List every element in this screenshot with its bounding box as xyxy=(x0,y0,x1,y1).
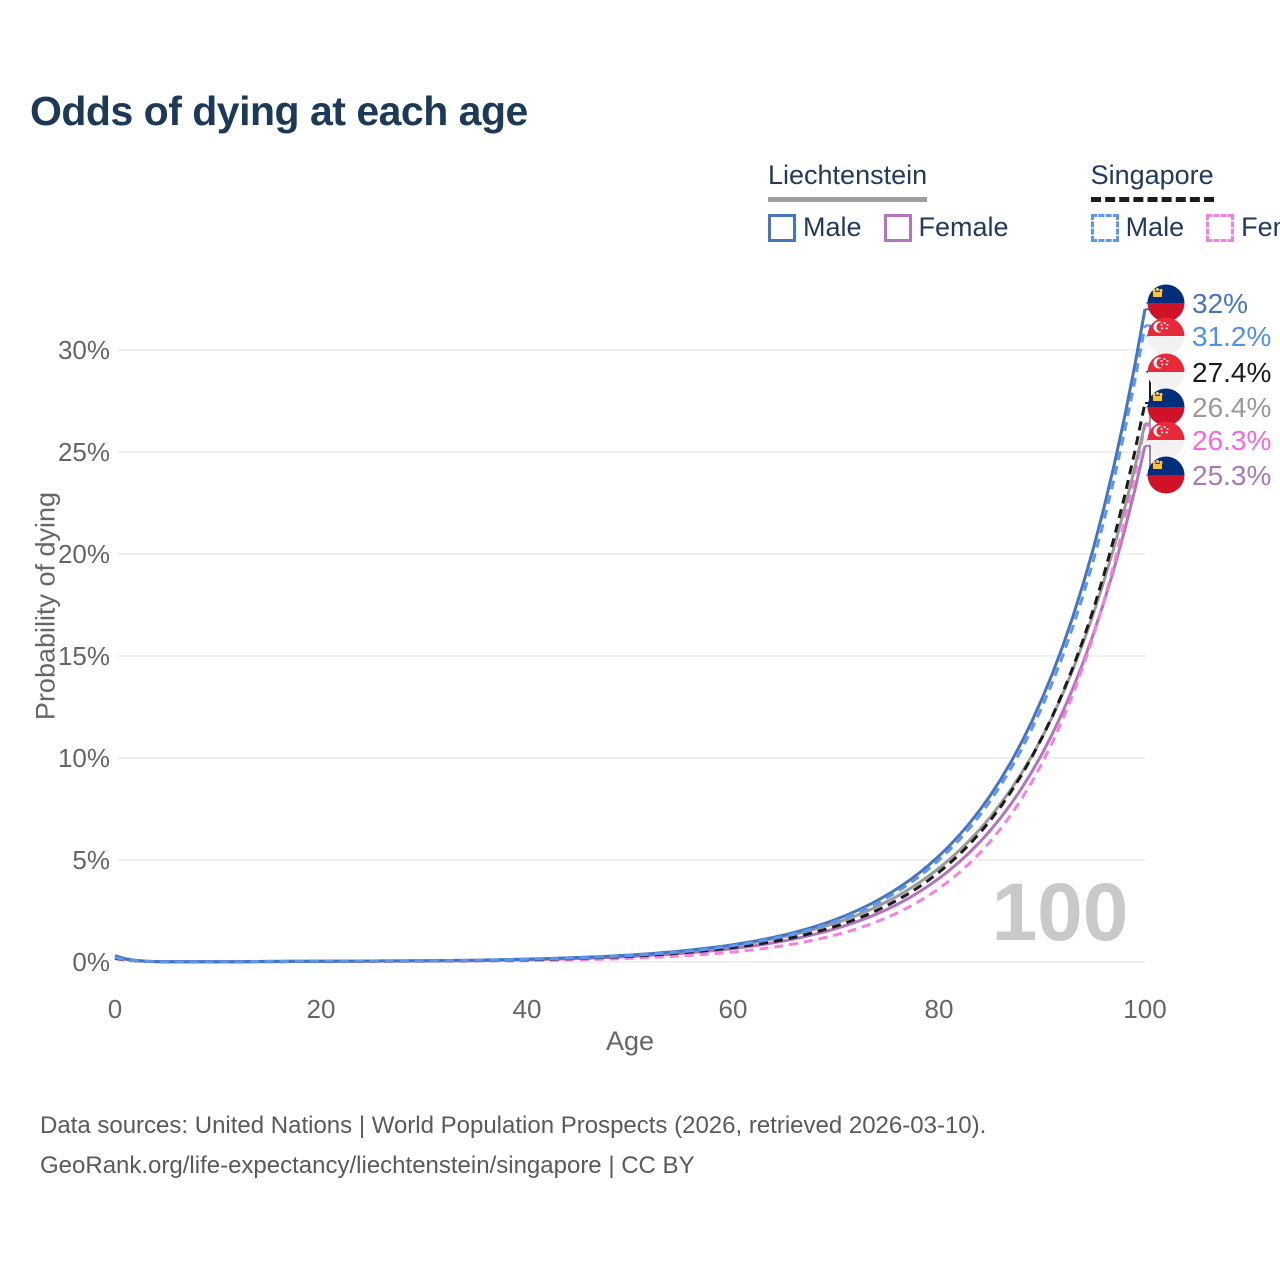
y-tick-label-20: 20% xyxy=(58,539,110,569)
series-line-singapore-male xyxy=(114,325,1147,964)
legend-swatch-singapore-male-icon[interactable] xyxy=(1090,213,1119,242)
y-tick-label-15: 15% xyxy=(58,641,110,671)
series-line-liechtenstein-male xyxy=(114,308,1147,964)
flag-sg-icon xyxy=(1147,421,1185,459)
legend-group-liechtenstein: Liechtenstein Male Female xyxy=(768,160,1031,243)
flag-li-icon xyxy=(1147,456,1185,494)
legend-items-singapore: Male Female xyxy=(1090,212,1280,243)
footer: Data sources: United Nations | World Pop… xyxy=(40,1106,986,1186)
footer-attribution: GeoRank.org/life-expectancy/liechtenstei… xyxy=(40,1152,695,1179)
x-tick-label-0: 0 xyxy=(108,994,122,1024)
legend: Liechtenstein Male Female Singapore Male… xyxy=(768,160,1280,243)
x-tick-label-80: 80 xyxy=(925,994,954,1024)
legend-label-singapore-male[interactable]: Male xyxy=(1125,212,1185,242)
y-tick-label-0: 0% xyxy=(72,947,110,977)
flag-sg-icon xyxy=(1147,317,1185,355)
legend-country-liechtenstein[interactable]: Liechtenstein xyxy=(768,160,928,202)
footer-data-sources: Data sources: United Nations | World Pop… xyxy=(40,1112,987,1139)
y-tick-label-25: 25% xyxy=(58,437,110,467)
legend-swatch-liechtenstein-male-icon[interactable] xyxy=(768,213,796,242)
flag-sg-icon xyxy=(1147,353,1185,391)
legend-country-singapore[interactable]: Singapore xyxy=(1090,160,1214,202)
legend-swatch-liechtenstein-female-icon[interactable] xyxy=(883,213,912,242)
legend-label-liechtenstein-female[interactable]: Female xyxy=(918,212,1009,242)
end-label-5: 26.3% xyxy=(1192,425,1271,456)
legend-label-liechtenstein-male[interactable]: Male xyxy=(803,212,862,242)
legend-items-liechtenstein: Male Female xyxy=(768,212,1031,243)
y-axis-title: Probability of dying xyxy=(30,491,61,721)
legend-swatch-singapore-female-icon[interactable] xyxy=(1206,213,1235,242)
end-label-1: 32% xyxy=(1192,288,1248,319)
age-counter-watermark: 100 xyxy=(991,867,1129,958)
flag-li-icon xyxy=(1147,284,1185,322)
x-tick-label-40: 40 xyxy=(513,994,542,1024)
legend-label-singapore-female[interactable]: Female xyxy=(1241,212,1280,242)
x-tick-label-20: 20 xyxy=(307,994,336,1024)
y-tick-label-30: 30% xyxy=(58,335,110,365)
end-label-4: 26.4% xyxy=(1192,392,1271,423)
end-label-2: 31.2% xyxy=(1192,321,1271,352)
end-label-3: 27.4% xyxy=(1192,357,1271,388)
legend-group-singapore: Singapore Male Female xyxy=(1090,160,1280,243)
y-tick-label-5: 5% xyxy=(72,845,110,875)
x-axis-title: Age xyxy=(605,1026,655,1056)
page-title: Odds of dying at each age xyxy=(30,88,528,134)
x-tick-label-60: 60 xyxy=(719,994,748,1024)
x-tick-label-100: 100 xyxy=(1123,994,1166,1024)
flag-li-icon xyxy=(1147,388,1185,426)
end-label-6: 25.3% xyxy=(1192,460,1271,491)
y-tick-label-10: 10% xyxy=(58,743,110,773)
